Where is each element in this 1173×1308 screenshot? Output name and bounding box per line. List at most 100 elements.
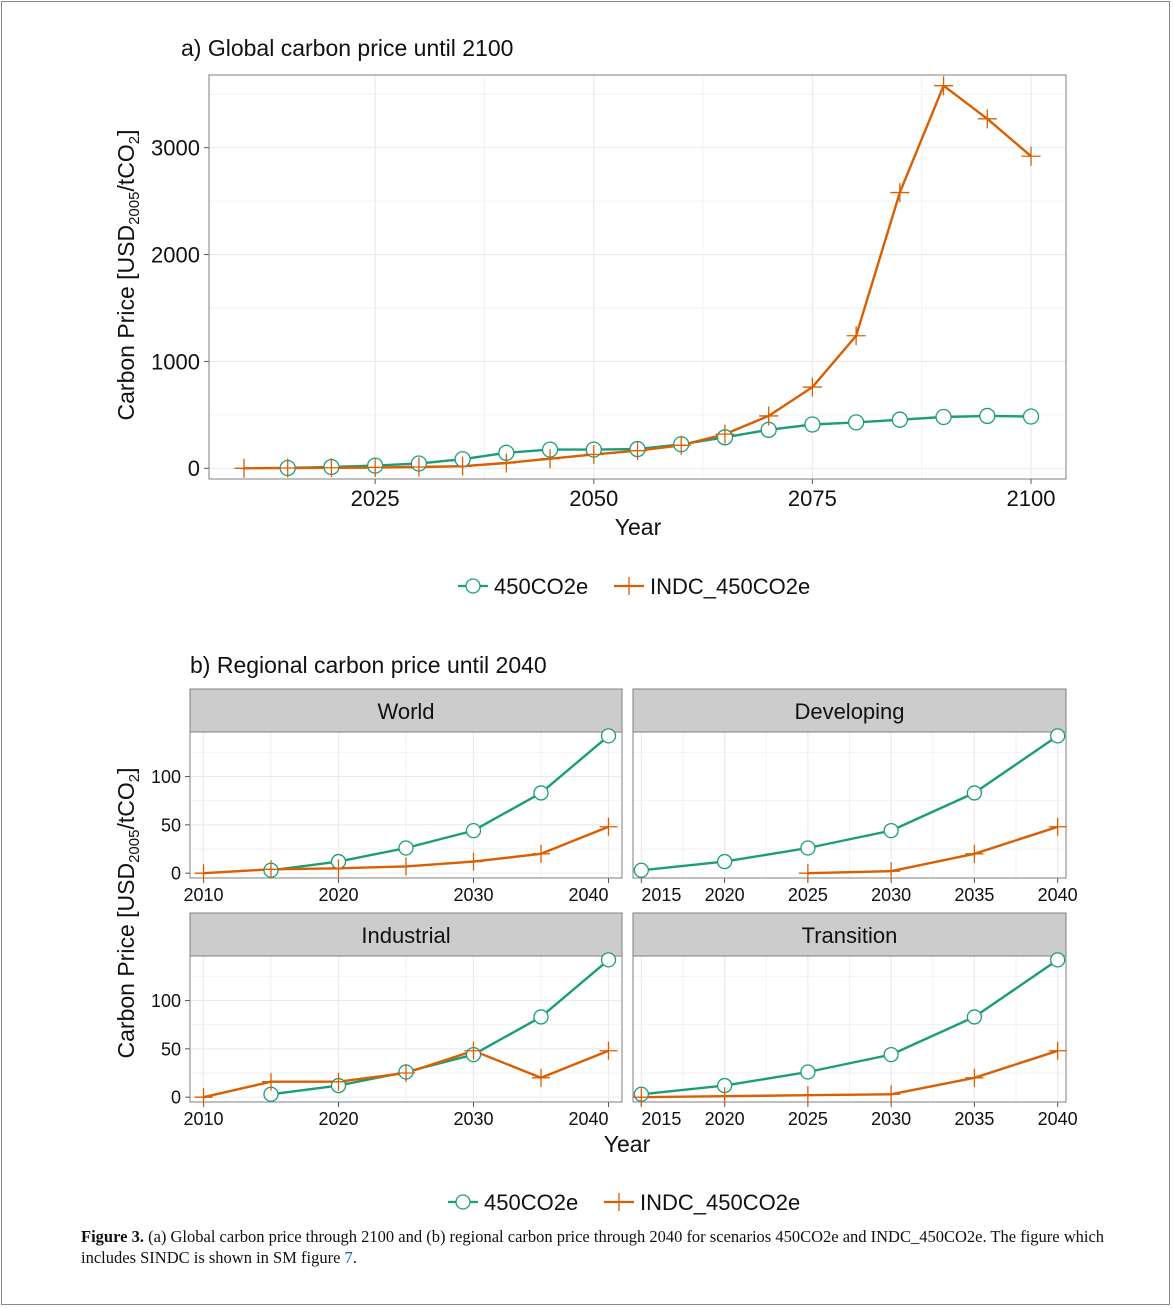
facet-industrial-x-tick-label: 2010	[183, 1109, 223, 1129]
chart-a-point-INDC_450CO2e	[496, 453, 516, 473]
facet-transition-point-450CO2e	[883, 1046, 899, 1063]
facet-world-point-450CO2e	[533, 785, 549, 801]
facet-series	[194, 952, 618, 1107]
facet-x-ticks: 2015 2020 2025 2030 2035 2040	[641, 1109, 1077, 1129]
chart-b-title: b) Regional carbon price until 2040	[190, 652, 547, 678]
facet-transition-point-INDC_450CO2e	[882, 1085, 901, 1104]
facet-world-point-INDC_450CO2e	[262, 860, 280, 879]
facet-world-point-INDC_450CO2e	[397, 857, 415, 876]
chart-a-point-INDC_450CO2e	[715, 424, 735, 444]
facet-developing-point-450CO2e	[800, 840, 816, 856]
facet-industrial-y-tick-label: 50	[161, 1039, 181, 1059]
facet-series	[633, 728, 1067, 883]
chart-a-legend-key-label: 450CO2e	[494, 574, 588, 599]
chart-a-frame	[208, 74, 1067, 480]
facet-developing-x-tick-label: 2035	[954, 885, 994, 905]
chart-a-point-INDC_450CO2e	[365, 457, 385, 477]
facet-x-ticks: 2010 2020 2030 2040	[183, 1109, 608, 1129]
facet-industrial-x-tick-label: 2020	[318, 1109, 358, 1129]
facet-frame	[632, 731, 1067, 879]
chart-a-point-INDC_450CO2e	[802, 377, 822, 397]
caption-end: .	[352, 1248, 357, 1267]
facet-developing-x-tick-label: 2025	[788, 885, 828, 905]
facet-transition-point-INDC_450CO2e	[715, 1087, 734, 1106]
facet-industrial-point-INDC_450CO2e	[397, 1063, 415, 1082]
chart-a-point-INDC_450CO2e	[321, 458, 341, 478]
facet-transition-point-INDC_450CO2e	[798, 1086, 817, 1105]
facet-series	[632, 952, 1067, 1107]
chart-a-y-label: Carbon Price [USD2005/tCO2]	[113, 130, 143, 421]
chart-a-x-tick-label: 2050	[569, 486, 618, 511]
chart-a-point-450CO2e	[804, 416, 821, 433]
facet-developing-line-INDC_450CO2e	[807, 825, 1059, 875]
chart-b-x-label: Year	[604, 1131, 651, 1157]
chart-a-point-INDC_450CO2e	[671, 435, 691, 455]
facet-industrial-point-INDC_450CO2e	[599, 1041, 618, 1060]
facet-strip-label: Transition	[802, 923, 898, 948]
facet-developing-x-tick-label: 2030	[871, 885, 911, 905]
facet-transition-point-450CO2e	[1050, 952, 1066, 968]
facet-developing-line-450CO2e	[641, 734, 1059, 872]
facet-strip-label: Developing	[794, 699, 904, 724]
facet-transition-point-450CO2e	[800, 1064, 816, 1080]
facet-transition-point-450CO2e	[966, 1009, 983, 1025]
chart-a-legend-key-label: INDC_450CO2e	[650, 574, 810, 599]
facet-frame	[189, 955, 623, 1103]
chart-a-series	[234, 76, 1041, 478]
facet-world-point-INDC_450CO2e	[599, 817, 618, 836]
facet-world-point-INDC_450CO2e	[532, 844, 550, 863]
chart-a-title: a) Global carbon price until 2100	[181, 35, 513, 61]
facet-developing-point-450CO2e	[966, 785, 983, 801]
facet-x-ticks: 2010 2020 2030 2040	[183, 885, 608, 905]
chart-a-point-INDC_450CO2e	[759, 406, 779, 426]
facet-transition-x-tick-label: 2035	[954, 1109, 994, 1129]
facet-developing-point-450CO2e	[716, 853, 733, 870]
facet-world: World 2010 2020 2030 2040 0 50 100	[151, 688, 623, 905]
facet-developing: Developing 2015 2020 2025 2030 2035 2040	[632, 688, 1078, 905]
chart-a-point-INDC_450CO2e	[934, 76, 954, 96]
chart-a-point-450CO2e	[935, 408, 952, 426]
facet-transition-line-450CO2e	[641, 958, 1059, 1096]
chart-b-y-label: Carbon Price [USD2005/tCO2]	[113, 768, 143, 1059]
chart-a-x-tick-label: 2025	[351, 486, 400, 511]
facet-frame	[189, 731, 623, 879]
facet-industrial-line-450CO2e	[270, 958, 610, 1096]
facet-transition-point-INDC_450CO2e	[965, 1068, 984, 1087]
chart-a-point-450CO2e	[1022, 408, 1040, 425]
chart-a-point-INDC_450CO2e	[584, 444, 604, 464]
chart-a-point-INDC_450CO2e	[846, 326, 866, 346]
facet-grid	[633, 732, 1066, 883]
chart-a-y-tick-label: 0	[188, 456, 200, 481]
facet-industrial: Industrial 2010 2020 2030 2040 0 50 100	[151, 912, 623, 1129]
caption-figure-link[interactable]: 7	[344, 1248, 353, 1267]
chart-a-point-INDC_450CO2e	[540, 449, 560, 469]
facet-developing-point-450CO2e	[633, 862, 649, 878]
chart-a-point-INDC_450CO2e	[628, 441, 647, 461]
facet-y-ticks: 0 50 100	[151, 991, 181, 1108]
facet-transition-x-tick-label: 2015	[641, 1109, 681, 1129]
chart-a-y-tick-label: 1000	[151, 349, 200, 374]
facet-world-y-tick-label: 0	[171, 864, 181, 884]
figure-canvas: a) Global carbon price until 2100 0 1000 2…	[113, 35, 1078, 1215]
facet-world-x-tick-label: 2010	[183, 885, 223, 905]
chart-a-y-tick-labels: 0 1000 2000 3000	[151, 136, 200, 482]
facet-world-point-450CO2e	[600, 728, 617, 744]
facet-transition-x-tick-label: 2040	[1038, 1109, 1078, 1129]
facet-world-line-450CO2e	[270, 734, 610, 872]
facet-developing-point-INDC_450CO2e	[798, 864, 817, 883]
facet-world-point-450CO2e	[465, 822, 482, 839]
chart-a-point-450CO2e	[847, 414, 865, 431]
facet-y-ticks: 0 50 100	[151, 767, 181, 884]
facet-industrial-y-tick-label: 0	[171, 1088, 181, 1108]
chart-b-facets: World 2010 2020 2030 2040 0 50 100 Developing 201…	[151, 688, 1078, 1129]
facet-world-point-INDC_450CO2e	[464, 852, 483, 871]
chart-a-point-INDC_450CO2e	[409, 457, 429, 477]
chart-a-x-tick-labels: 2025 2050 2075 2100	[351, 486, 1056, 511]
chart-b-legend: 450CO2e INDC_450CO2e	[448, 1190, 800, 1215]
chart-a-point-INDC_450CO2e	[977, 109, 997, 129]
chart-b-legend-key-marker	[610, 1193, 628, 1211]
facet-x-ticks: 2015 2020 2025 2030 2035 2040	[641, 885, 1077, 905]
chart-a-x-label: Year	[615, 514, 662, 540]
facet-strip	[189, 688, 623, 733]
